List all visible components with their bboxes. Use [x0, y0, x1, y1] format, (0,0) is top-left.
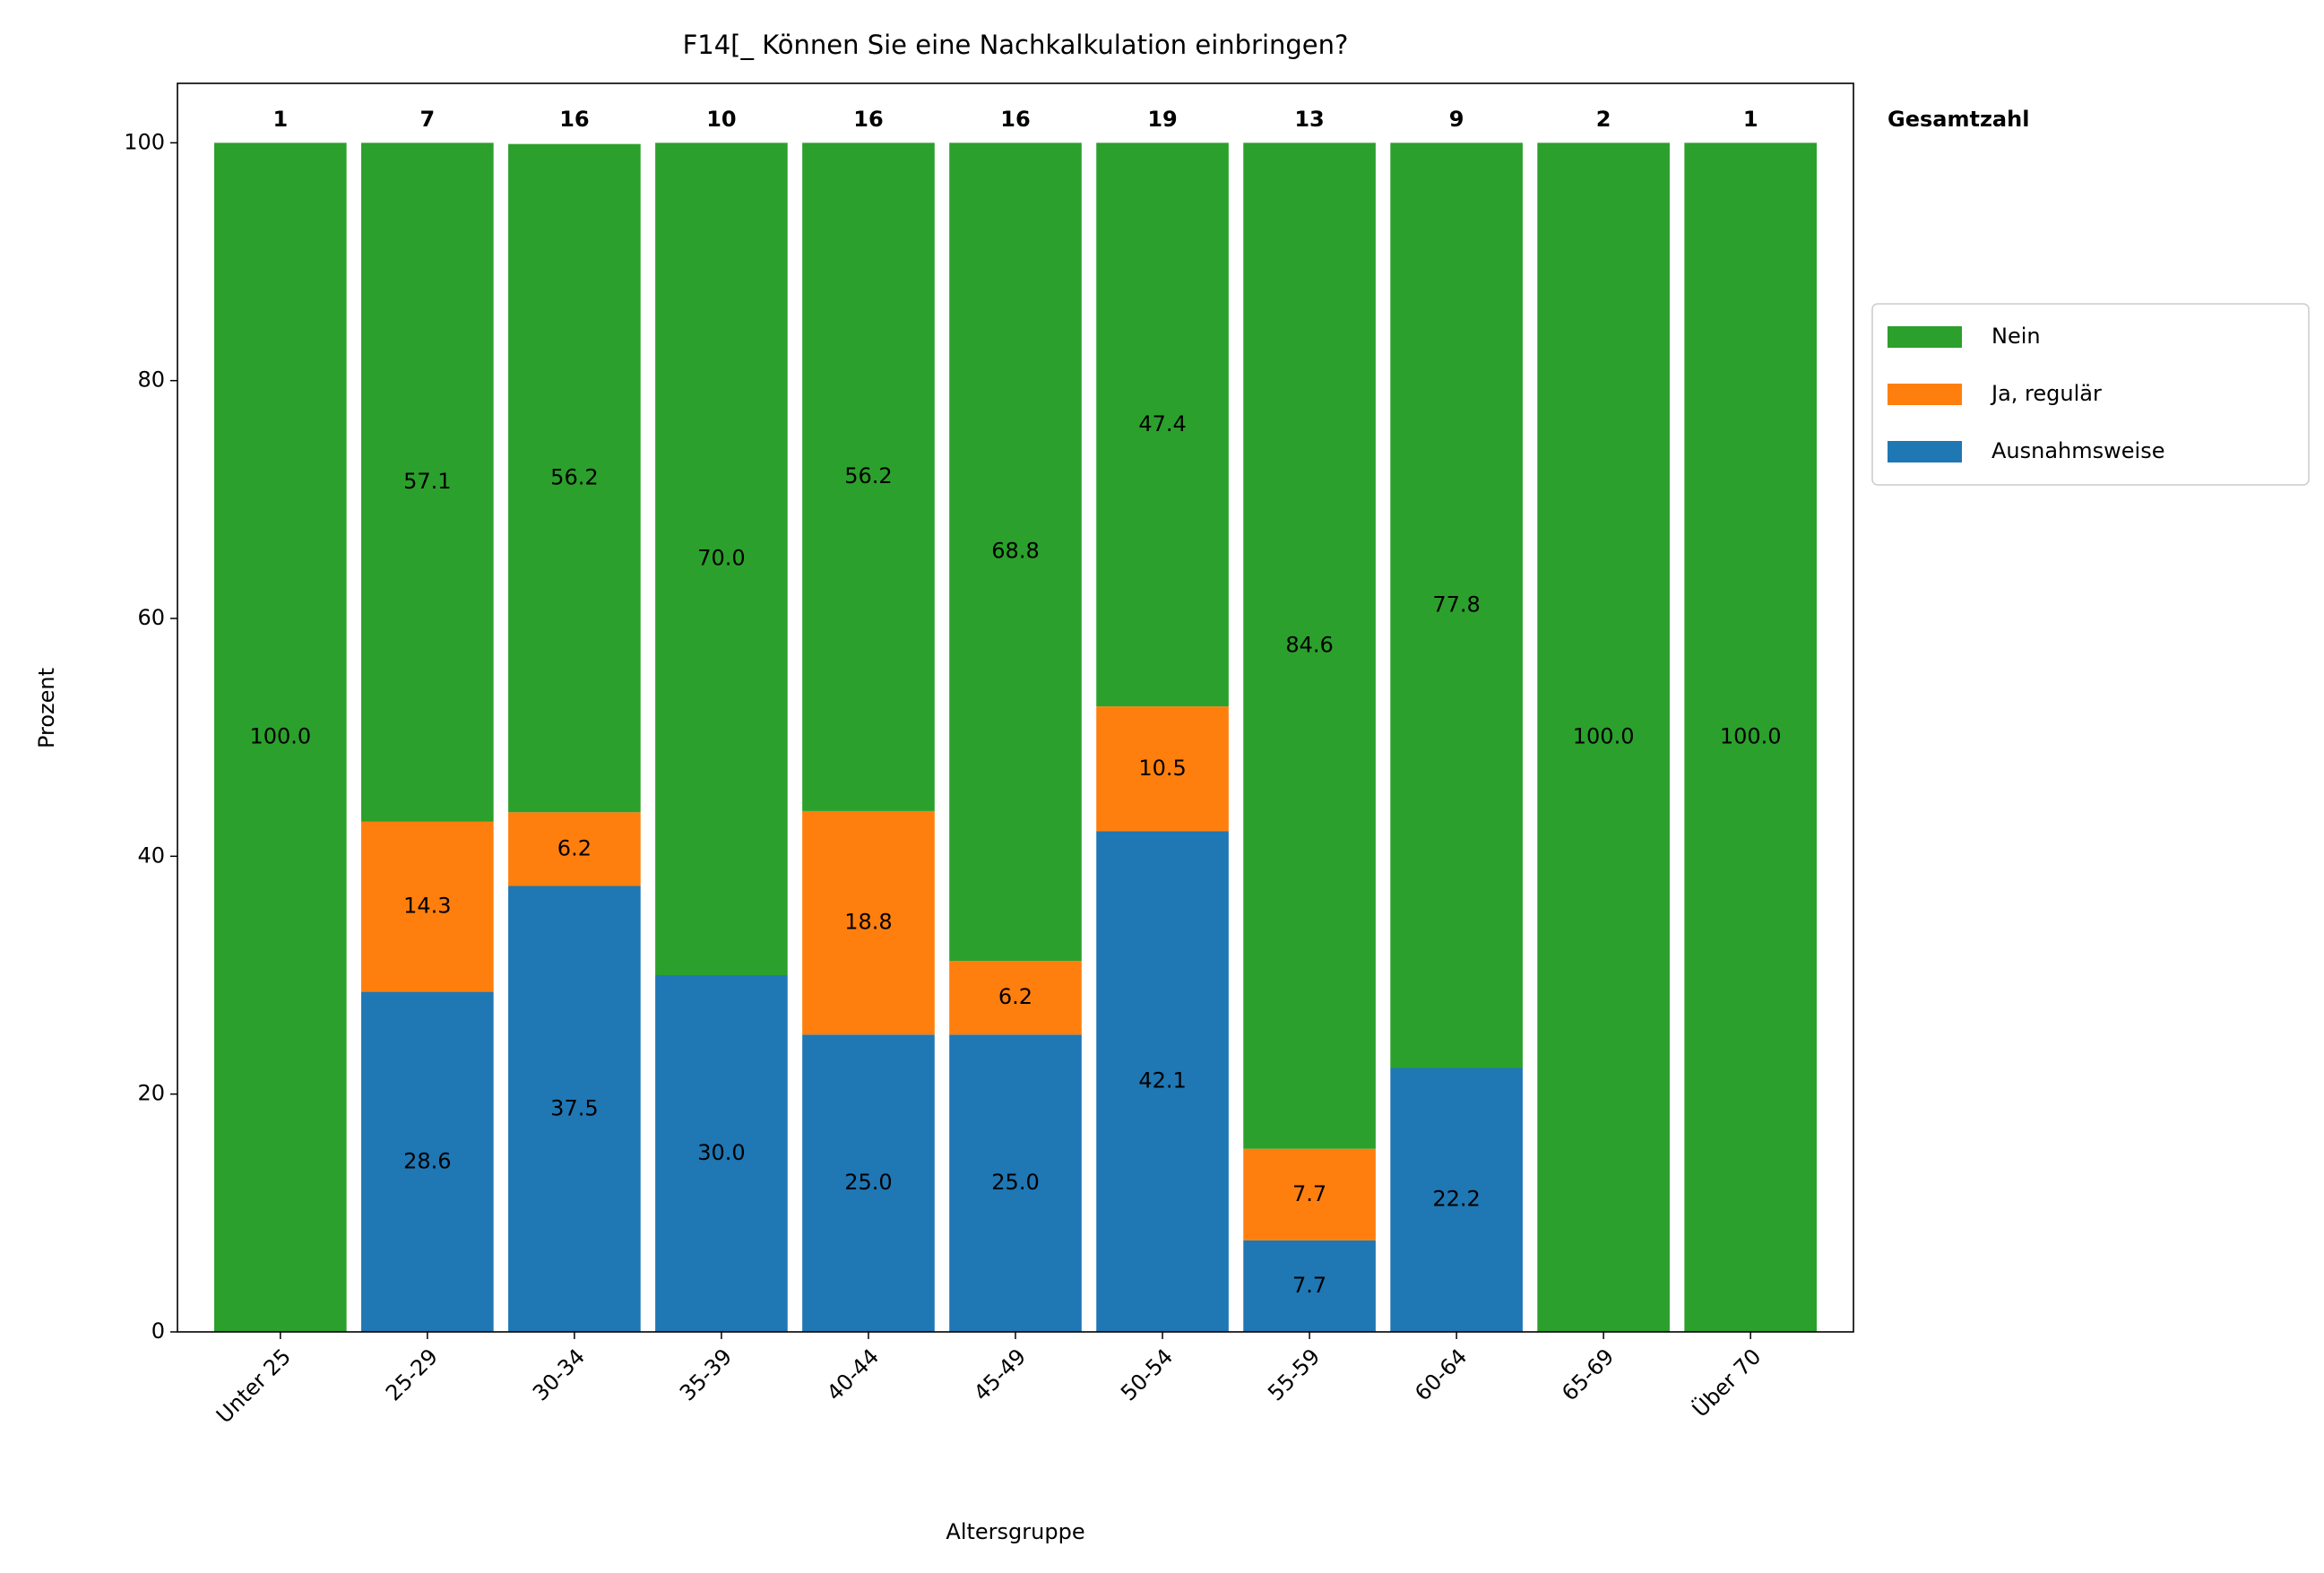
- x-axis-label: Altersgruppe: [946, 1519, 1084, 1544]
- bar-segment: [1243, 1148, 1376, 1240]
- total-label: 7: [420, 107, 436, 132]
- x-tick-label: 40-44: [822, 1344, 884, 1405]
- value-label: 22.2: [1432, 1187, 1480, 1212]
- value-label: 42.1: [1138, 1068, 1186, 1093]
- legend-label: Ja, regulär: [1990, 381, 2102, 406]
- totals-header: Gesamtzahl: [1888, 107, 2029, 132]
- x-tick-label: 25-29: [381, 1344, 443, 1405]
- chart-title: F14[_ Können Sie eine Nachkalkulation ei…: [683, 30, 1349, 60]
- x-tick-label: Über 70: [1687, 1344, 1766, 1422]
- y-tick-label: 80: [137, 367, 165, 393]
- legend-box: [1871, 303, 2310, 486]
- value-label: 28.6: [403, 1148, 451, 1173]
- value-label: 100.0: [1720, 724, 1782, 749]
- bar-segment: [1243, 143, 1376, 1149]
- y-tick-label: 20: [137, 1081, 165, 1106]
- value-label: 25.0: [844, 1170, 892, 1195]
- bar-segment: [1537, 143, 1670, 1332]
- y-tick-label: 0: [151, 1318, 165, 1344]
- bar-segment: [508, 886, 641, 1332]
- value-label: 25.0: [991, 1170, 1039, 1195]
- value-label: 100.0: [249, 724, 311, 749]
- legend-label: Nein: [1991, 324, 2041, 349]
- value-label: 77.8: [1432, 592, 1480, 617]
- x-tick-label: 35-39: [675, 1344, 737, 1405]
- total-label: 13: [1294, 107, 1324, 132]
- value-label: 7.7: [1292, 1273, 1326, 1298]
- value-label: 10.5: [1138, 756, 1186, 781]
- value-label: 70.0: [697, 546, 745, 571]
- total-label: 9: [1449, 107, 1464, 132]
- total-label: 2: [1596, 107, 1611, 132]
- total-label: 16: [1000, 107, 1030, 132]
- bar-segment: [1243, 1240, 1376, 1332]
- bar-segment: [802, 1034, 935, 1332]
- value-label: 56.2: [550, 464, 598, 489]
- x-tick-label: Unter 25: [212, 1344, 296, 1428]
- value-label: 6.2: [557, 835, 592, 860]
- bar-segment: [1096, 143, 1229, 707]
- bar-segment: [949, 1034, 1082, 1332]
- value-label: 100.0: [1573, 724, 1635, 749]
- bar-segment: [1390, 143, 1523, 1068]
- bar-segment: [949, 961, 1082, 1035]
- value-label: 47.4: [1138, 411, 1186, 436]
- y-tick-label: 40: [137, 843, 165, 868]
- total-label: 1: [1743, 107, 1758, 132]
- total-label: 16: [853, 107, 883, 132]
- legend-swatch: [1888, 384, 1962, 405]
- bar-segment: [655, 143, 788, 976]
- y-tick-label: 60: [137, 605, 165, 630]
- legend-swatch: [1888, 326, 1962, 348]
- legend-swatch: [1888, 441, 1962, 462]
- x-tick-label: 65-69: [1557, 1344, 1619, 1405]
- bar-segment: [1684, 143, 1817, 1332]
- bar-segment: [361, 991, 494, 1332]
- total-label: 1: [272, 107, 288, 132]
- value-label: 6.2: [998, 984, 1032, 1009]
- bar-segment: [655, 975, 788, 1332]
- bar-segment: [214, 143, 347, 1332]
- x-tick-label: 30-34: [528, 1344, 590, 1405]
- bar-segment: [802, 810, 935, 1035]
- bar-segment: [1390, 1067, 1523, 1332]
- value-label: 18.8: [844, 910, 892, 935]
- bar-segment: [508, 143, 641, 813]
- value-label: 37.5: [550, 1095, 598, 1120]
- value-label: 68.8: [991, 539, 1039, 564]
- value-label: 57.1: [403, 469, 451, 494]
- bar-segment: [508, 812, 641, 886]
- value-label: 14.3: [403, 894, 451, 919]
- total-label: 10: [706, 107, 736, 132]
- total-label: 16: [559, 107, 589, 132]
- value-label: 84.6: [1285, 633, 1333, 658]
- value-label: 30.0: [697, 1140, 745, 1165]
- plot-frame: [177, 82, 1854, 1333]
- bar-segment: [802, 143, 935, 811]
- bar-segment: [949, 143, 1082, 962]
- legend-label: Ausnahmsweise: [1991, 438, 2164, 463]
- bar-segment: [1096, 831, 1229, 1332]
- value-label: 56.2: [844, 463, 892, 488]
- bar-segment: [361, 821, 494, 992]
- bar-segment: [1096, 706, 1229, 832]
- y-tick-label: 100: [124, 129, 165, 154]
- x-tick-label: 50-54: [1116, 1344, 1178, 1405]
- bar-segment: [361, 143, 494, 822]
- x-tick-label: 45-49: [969, 1344, 1031, 1405]
- x-tick-label: 60-64: [1410, 1344, 1472, 1405]
- value-label: 7.7: [1292, 1181, 1326, 1206]
- y-axis-label: Prozent: [34, 668, 59, 748]
- x-tick-label: 55-59: [1263, 1344, 1325, 1405]
- total-label: 19: [1147, 107, 1177, 132]
